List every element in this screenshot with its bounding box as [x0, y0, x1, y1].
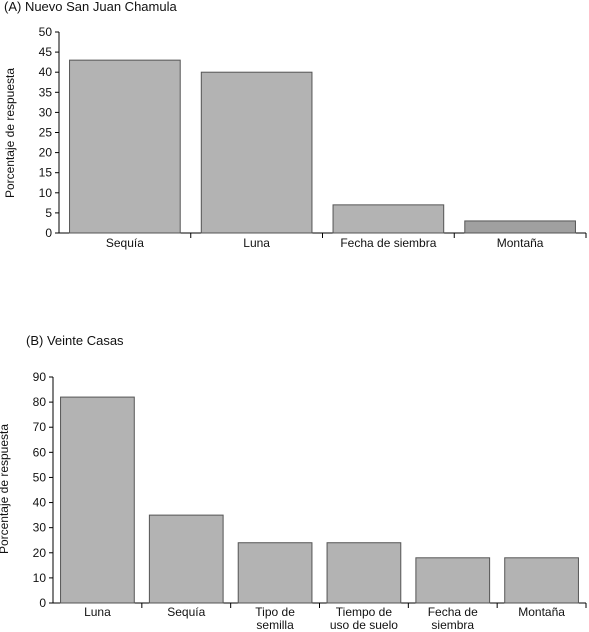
- x-tick-label: Fecha de siembra: [428, 605, 478, 632]
- y-tick-label: 70: [33, 420, 47, 434]
- chart-title: (B) Veinte Casas: [26, 333, 124, 348]
- bar: [60, 396, 135, 604]
- x-tick-label: Sequía: [106, 236, 144, 250]
- y-tick-label: 90: [33, 370, 47, 384]
- y-tick-label: 10: [39, 186, 53, 200]
- chart-title: (A) Nuevo San Juan Chamula: [4, 0, 177, 14]
- panel-a: (A) Nuevo San Juan Chamula Porcentaje de…: [3, 0, 587, 250]
- bar: [326, 542, 402, 604]
- y-tick-label: 60: [33, 445, 47, 459]
- x-tick-label: Sequía: [167, 605, 205, 619]
- y-tick-label: 45: [39, 45, 53, 59]
- bar: [148, 514, 224, 604]
- y-tick-label: 5: [45, 206, 52, 220]
- y-tick-label: 20: [39, 146, 53, 160]
- bar: [415, 557, 491, 604]
- panel-b: (B) Veinte Casas Porcentaje de respuesta…: [0, 333, 587, 632]
- y-tick-label: 0: [45, 226, 52, 240]
- y-tick-label: 35: [39, 85, 53, 99]
- bar: [464, 220, 576, 234]
- bar: [69, 59, 181, 234]
- x-tick-label: Tipo de semilla: [255, 605, 295, 632]
- x-tick-label: Montaña: [518, 605, 565, 619]
- x-tick-label: Luna: [84, 605, 111, 619]
- bar: [200, 71, 313, 234]
- bar: [332, 204, 445, 234]
- bar: [504, 557, 579, 604]
- y-tick-label: 25: [39, 126, 53, 140]
- y-tick-label: 20: [33, 546, 47, 560]
- y-tick-label: 30: [33, 521, 47, 535]
- y-tick-label: 10: [33, 571, 47, 585]
- y-axis-label: Porcentaje de respuesta: [3, 68, 17, 198]
- y-tick-label: 30: [39, 105, 53, 119]
- x-tick-label: Montaña: [497, 236, 544, 250]
- x-tick-label: Fecha de siembra: [340, 236, 436, 250]
- y-tick-label: 50: [39, 25, 53, 39]
- y-tick-label: 0: [39, 596, 46, 610]
- y-tick-label: 40: [33, 496, 47, 510]
- y-tick-label: 40: [39, 65, 53, 79]
- x-tick-label: Tiempo de uso de suelo: [330, 605, 398, 632]
- y-tick-label: 80: [33, 395, 47, 409]
- y-axis-label: Porcentaje de respuesta: [0, 424, 11, 554]
- y-tick-label: 50: [33, 470, 47, 484]
- y-tick-label: 15: [39, 166, 53, 180]
- bar: [237, 542, 313, 604]
- x-tick-label: Luna: [243, 236, 270, 250]
